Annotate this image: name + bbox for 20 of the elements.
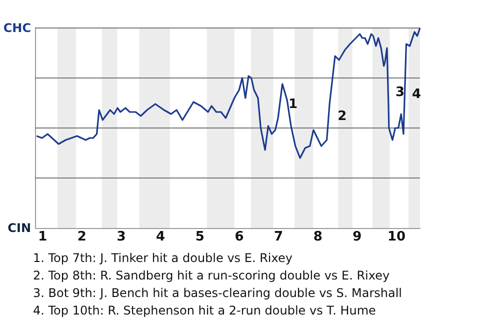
x-tick-label: 7 (274, 230, 284, 244)
x-tick-label: 2 (77, 230, 86, 244)
text: CHC (3, 21, 32, 35)
text: 3. Bot 9th: J. Bench hit a bases-clearing double vs S. Marshall (33, 286, 402, 300)
text: 2. Top 8th: R. Sandberg hit a run-scoring double vs E. Rixey (33, 268, 390, 282)
annotation: 2 (338, 109, 347, 124)
x-tick-label: 9 (352, 230, 362, 244)
x-tick-label: 10 (387, 230, 406, 244)
text: CIN (8, 221, 31, 235)
annotation: 3 (395, 85, 405, 100)
text: 4. Top 10th: R. Stephenson hit a 2-run double vs T. Hume (33, 304, 376, 318)
x-tick-label: 6 (234, 230, 244, 244)
x-tick-label: 4 (156, 230, 166, 244)
x-tick-label: 3 (116, 230, 126, 244)
x-tick-label: 8 (313, 230, 322, 244)
annotation: 1 (288, 97, 298, 112)
x-tick-label: 5 (195, 230, 204, 244)
text: 1. Top 7th: J. Tinker hit a double vs E. Rixey (33, 251, 292, 265)
annotation: 4 (412, 87, 422, 102)
x-tick-label: 1 (38, 230, 48, 244)
